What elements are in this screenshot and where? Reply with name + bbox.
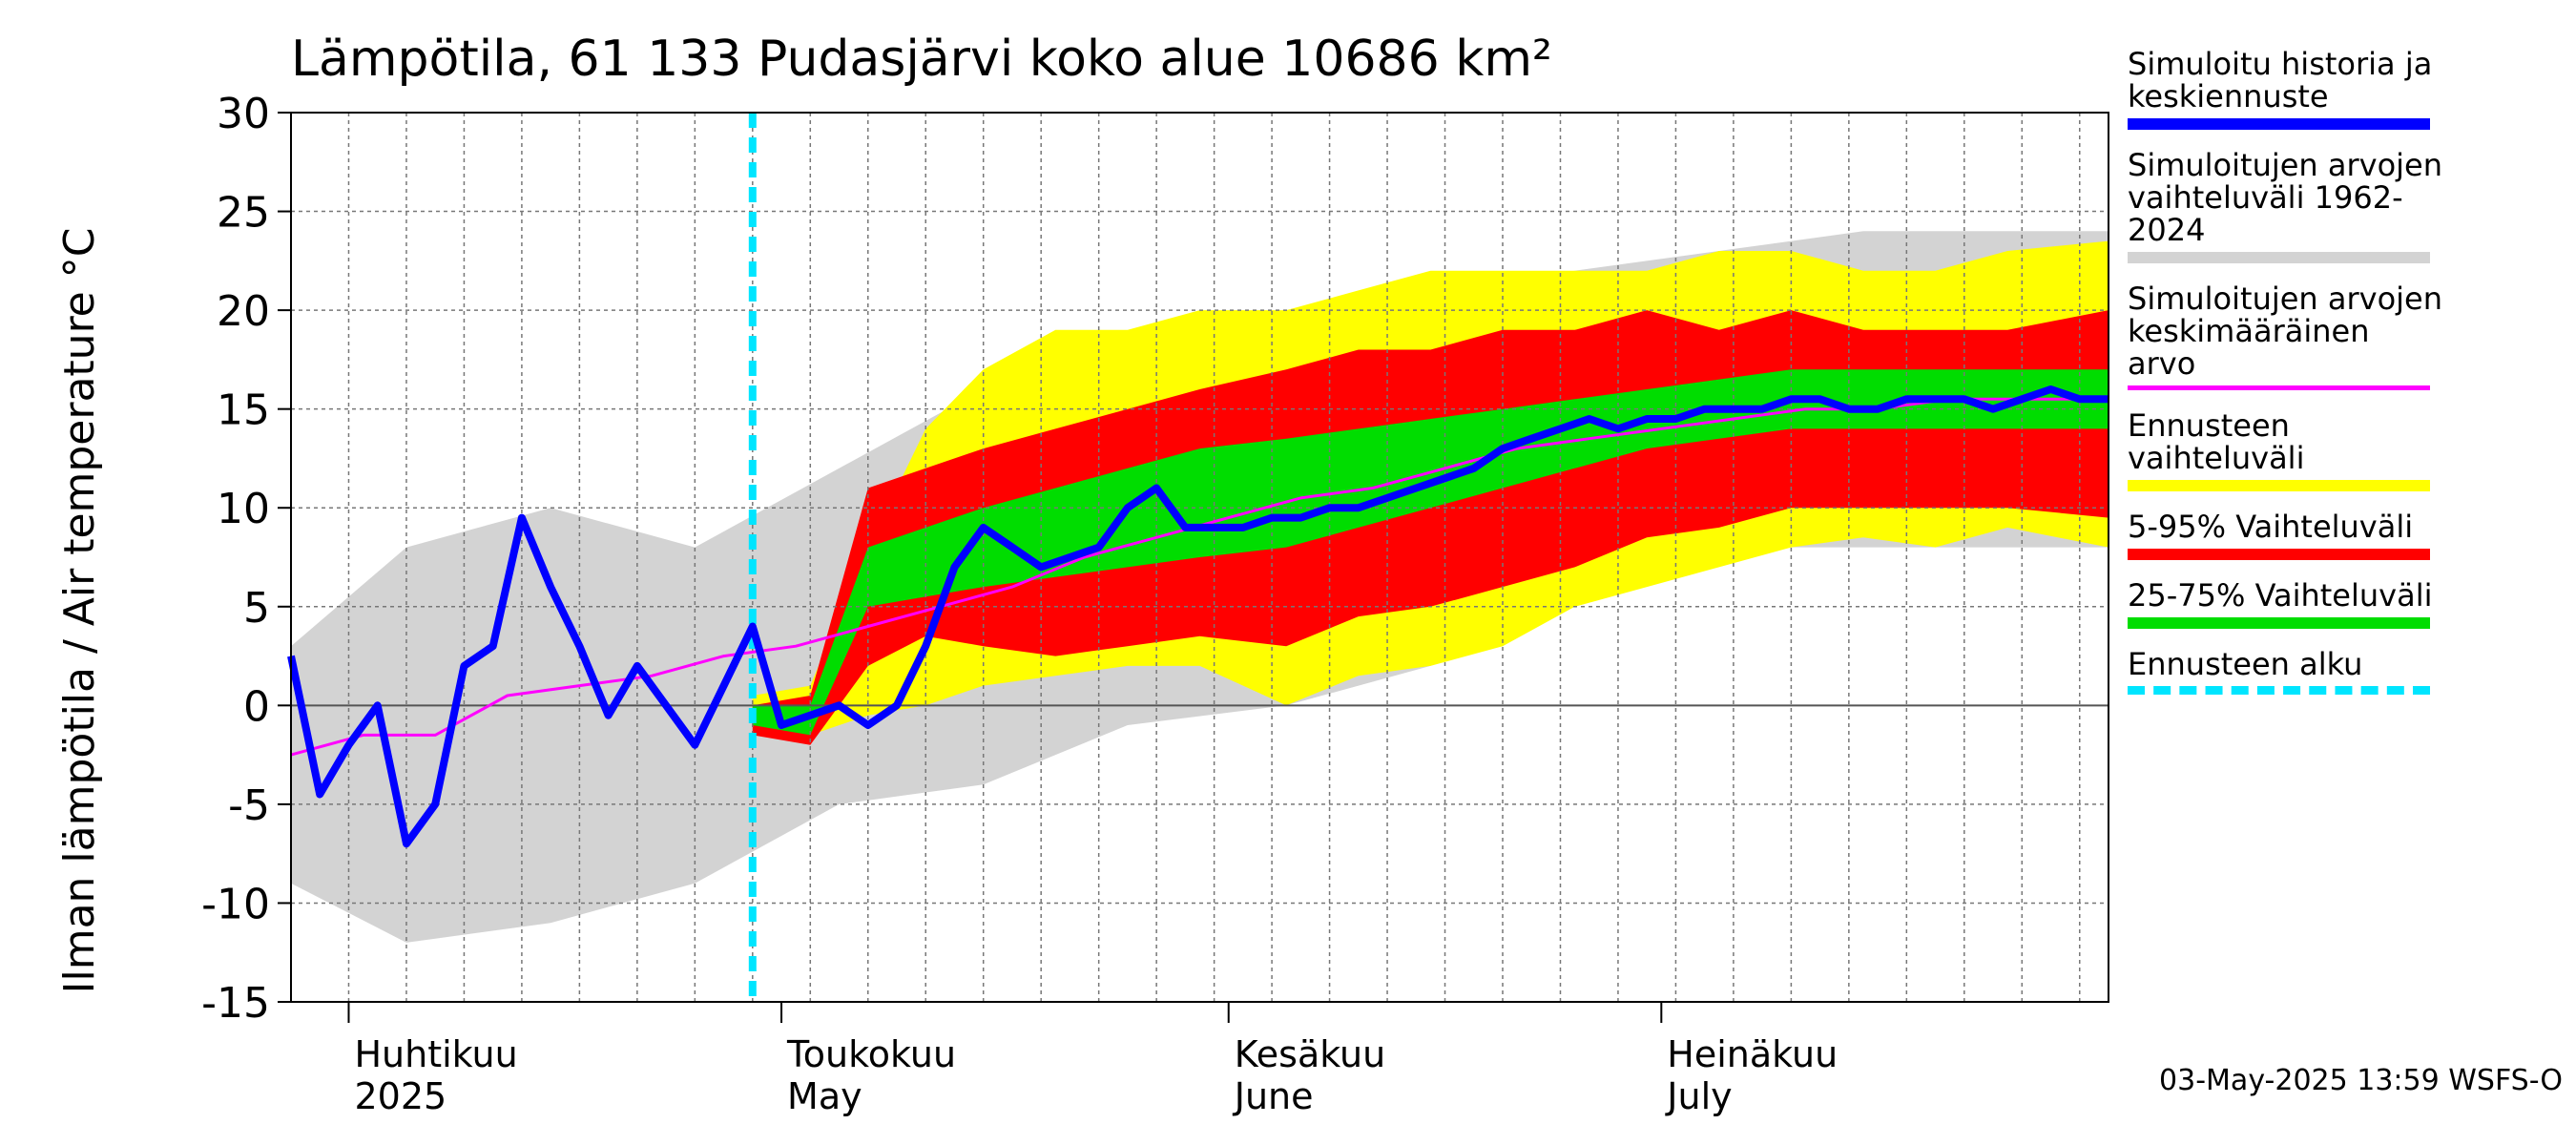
- month-label-2: Kesäkuu: [1235, 1033, 1386, 1075]
- legend-swatch: [2128, 480, 2430, 491]
- timestamp-footer: 03-May-2025 13:59 WSFS-O: [2159, 1064, 2563, 1097]
- y-tick-label: 30: [217, 90, 270, 138]
- month-label-0: Huhtikuu: [354, 1033, 517, 1075]
- y-tick-label: 5: [243, 584, 270, 633]
- chart-title: Lämpötila, 61 133 Pudasjärvi koko alue 1…: [291, 31, 1552, 88]
- legend-label: Ennusteen alku: [2128, 646, 2363, 682]
- legend-label: Simuloitujen arvojen keskimääräinen arvo: [2128, 281, 2443, 382]
- legend: Simuloitu historia ja keskiennuste Simulo…: [2128, 48, 2442, 714]
- y-tick-label: 20: [217, 287, 270, 336]
- y-tick-label: -10: [201, 880, 270, 928]
- y-tick-label: 25: [217, 189, 270, 238]
- year-label-3: July: [1665, 1075, 1732, 1117]
- legend-item: Ennusteen vaihteluväli: [2128, 409, 2442, 491]
- y-tick-label: 0: [243, 682, 270, 731]
- year-label-1: May: [787, 1075, 862, 1117]
- legend-swatch: [2128, 252, 2430, 263]
- legend-swatch: [2128, 686, 2430, 695]
- range-bands: [291, 231, 2109, 943]
- legend-item: 5-95% Vaihteluväli: [2128, 510, 2442, 560]
- legend-label: 5-95% Vaihteluväli: [2128, 509, 2414, 545]
- month-label-3: Heinäkuu: [1667, 1033, 1838, 1075]
- legend-swatch: [2128, 385, 2430, 390]
- legend-item: Simuloitu historia ja keskiennuste: [2128, 48, 2442, 130]
- legend-swatch: [2128, 617, 2430, 629]
- legend-label: Ennusteen vaihteluväli: [2128, 407, 2305, 476]
- month-label-1: Toukokuu: [786, 1033, 956, 1075]
- y-axis-label: Ilman lämpötila / Air temperature °C: [55, 228, 104, 994]
- legend-label: 25-75% Vaihteluväli: [2128, 577, 2433, 614]
- legend-item: 25-75% Vaihteluväli: [2128, 579, 2442, 629]
- year-label-2: June: [1233, 1075, 1314, 1117]
- y-tick-label: -15: [201, 979, 270, 1028]
- axes: [278, 112, 2109, 1023]
- plot-frame: [290, 112, 2109, 1003]
- legend-swatch: [2128, 118, 2430, 130]
- y-tick-label: 10: [217, 485, 270, 533]
- data-series: [287, 385, 2109, 848]
- legend-swatch: [2128, 549, 2430, 560]
- legend-label: Simuloitujen arvojen vaihteluväli 1962-2…: [2128, 147, 2443, 248]
- series-line-1: [287, 385, 2109, 848]
- legend-item: Simuloitujen arvojen keskimääräinen arvo: [2128, 282, 2442, 390]
- legend-item: Ennusteen alku: [2128, 648, 2442, 695]
- year-label-0: 2025: [354, 1075, 447, 1117]
- legend-item: Simuloitujen arvojen vaihteluväli 1962-2…: [2128, 149, 2442, 263]
- y-tick-label: 15: [217, 386, 270, 435]
- y-tick-label: -5: [228, 781, 270, 830]
- y-tick-labels: -15 -10 -5 0 5 10 15 20 25 30: [201, 90, 270, 1028]
- legend-label: Simuloitu historia ja keskiennuste: [2128, 46, 2433, 114]
